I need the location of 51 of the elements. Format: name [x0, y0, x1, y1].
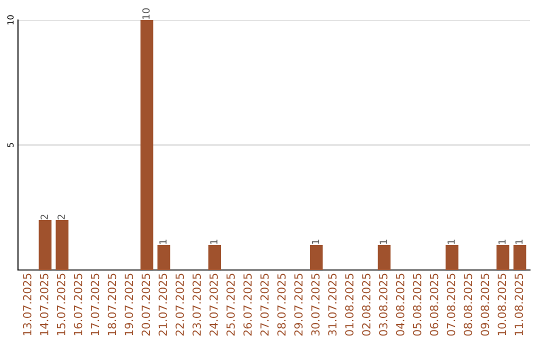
- data-label: 2: [58, 214, 65, 220]
- bar: [378, 245, 391, 270]
- bar: [513, 245, 526, 270]
- data-label: 1: [380, 240, 387, 244]
- x-tick-label: 25.07.2025: [226, 274, 235, 336]
- x-tick-label: 13.07.2025: [22, 274, 32, 336]
- x-tick-label: 19.07.2025: [124, 274, 134, 336]
- bar: [496, 245, 510, 270]
- x-tick-label: 15.07.2025: [56, 274, 66, 336]
- bar: [310, 245, 323, 270]
- bar: [140, 20, 154, 270]
- bar: [38, 220, 52, 270]
- x-tick-label: 02.08.2025: [362, 274, 370, 336]
- x-tick-label: 21.07.2025: [158, 274, 168, 336]
- x-tick-label: 17.07.2025: [90, 274, 100, 336]
- x-tick-label: 14.07.2025: [40, 274, 48, 336]
- x-tick-label: 07.08.2025: [446, 274, 456, 336]
- data-label: 1: [448, 240, 455, 244]
- x-tick-label: 16.07.2025: [74, 274, 82, 336]
- data-label: 10: [142, 8, 150, 19]
- x-tick-label: 28.07.2025: [277, 274, 286, 336]
- x-tick-label: 10.08.2025: [498, 274, 506, 336]
- x-tick-label: 04.08.2025: [396, 274, 404, 336]
- x-tick-label: 09.08.2025: [480, 274, 490, 336]
- bar: [157, 245, 170, 270]
- data-label: 1: [159, 240, 166, 244]
- x-tick-label: 11.08.2025: [514, 274, 524, 336]
- x-tick-label: 08.08.2025: [464, 274, 472, 336]
- x-tick-label: 01.08.2025: [345, 274, 354, 336]
- x-tick-label: 05.08.2025: [412, 274, 422, 336]
- data-label: 1: [210, 240, 218, 244]
- x-tick-label: 20.07.2025: [142, 274, 150, 336]
- data-label: 1: [312, 240, 320, 244]
- x-tick-label: 23.07.2025: [192, 274, 201, 336]
- bar: [208, 245, 222, 270]
- x-tick-label: 18.07.2025: [108, 274, 116, 336]
- x-tick-label: 06.08.2025: [430, 274, 438, 336]
- data-label: 1: [515, 240, 523, 244]
- x-tick-label: 24.07.2025: [209, 274, 218, 336]
- bar: [446, 245, 458, 270]
- x-tick-label: 31.07.2025: [328, 274, 337, 336]
- data-label: 2: [40, 214, 48, 220]
- x-tick-label: 27.07.2025: [260, 274, 269, 336]
- x-tick-label: 30.07.2025: [311, 274, 320, 336]
- x-tick-label: 03.08.2025: [379, 274, 388, 336]
- x-tick-label: 29.07.2025: [294, 274, 303, 336]
- data-label: 1: [498, 240, 506, 244]
- x-tick-label: 22.07.2025: [176, 274, 184, 336]
- x-tick-label: 26.07.2025: [243, 274, 252, 336]
- y-tick-label: 5: [7, 143, 14, 148]
- bar: [56, 220, 68, 270]
